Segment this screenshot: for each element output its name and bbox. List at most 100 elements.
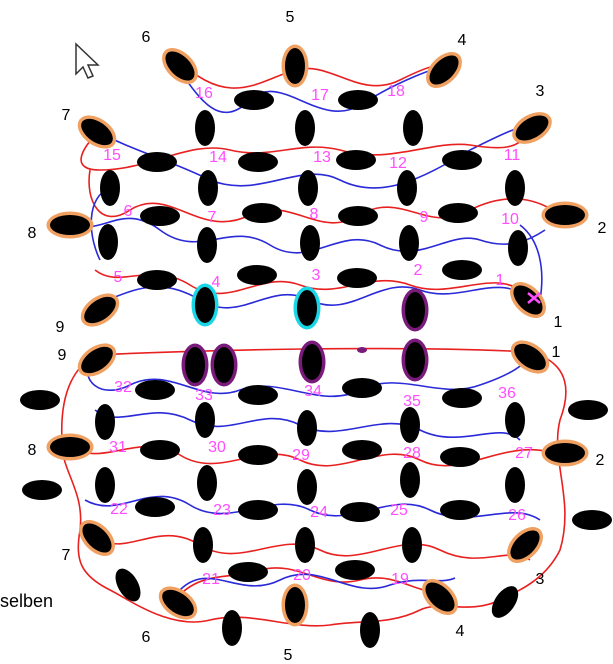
bead-horizontal [335,560,375,580]
bead-vertical-body [197,227,217,263]
bead-horizontal-body [140,206,180,226]
bead-horizontal-body [568,400,608,420]
bead-horizontal [228,562,268,582]
bead-edge-4 [422,579,458,615]
bead-edge-9-body [84,296,116,324]
pattern-number-label: 10 [501,211,519,228]
bead-edge-2 [541,201,589,229]
bead-vertical-body [505,170,525,206]
pattern-number-label: 16 [195,85,213,102]
bead-horizontal [338,90,378,110]
bead-horizontal [234,90,274,110]
bead-vertical-body [198,170,218,206]
bead-vertical [505,170,525,206]
bead-horizontal [238,385,278,405]
pattern-number-label: 22 [110,501,128,518]
bead-vertical [300,225,320,261]
bead-highlight-purple [210,343,238,387]
bead-edge-5 [281,583,309,627]
bead-vertical-body [95,404,115,440]
pattern-number-label: 1 [496,272,505,289]
bead-vertical [508,230,528,266]
edge-number-label: 9 [58,347,67,364]
bead-horizontal [237,265,277,285]
bead-edge-5-body [285,587,305,623]
bead-edge-2 [541,439,589,467]
bead-horizontal [140,440,180,460]
bead-horizontal-body [234,90,274,110]
edge-number-label: 7 [62,547,71,564]
bead-vertical-body [508,230,528,266]
bead-vertical [402,527,422,563]
bead-highlight-purple-body [214,347,234,383]
bead-vertical [297,410,317,446]
bead-vertical [197,227,217,263]
bead-horizontal-body [228,562,268,582]
bead-edge-5 [281,44,309,88]
bead-diagonal [360,612,380,648]
bead-horizontal-body [440,447,480,467]
bead-horizontal-body [336,150,376,170]
bead-horizontal-body [442,388,482,408]
edge-number-label: 9 [56,319,65,336]
bead-diagonal [491,586,519,618]
bead-edge-7 [79,520,115,556]
pattern-number-label: 9 [420,209,429,226]
bead-edge-1-body [514,343,546,371]
pattern-number-label: 17 [311,87,329,104]
bead-vertical [295,110,315,146]
thread-blue [177,59,461,114]
bead-horizontal-body [438,203,478,223]
bead-vertical [100,170,120,206]
bead-vertical [298,170,318,206]
bead-vertical-body [297,410,317,446]
bead-vertical [399,225,419,261]
bead-edge-6-body [165,51,195,81]
pattern-number-label: 8 [310,206,319,223]
bead-horizontal [442,388,482,408]
edge-number-label: 5 [284,647,293,664]
bead-highlight-cyan [191,283,219,327]
bead-highlight-purple-body [405,292,425,328]
bead-highlight-cyan-body [297,290,317,326]
bead-horizontal-body [572,510,612,530]
bead-horizontal [137,270,177,290]
bead-horizontal-body [242,203,282,223]
pattern-number-label: 19 [391,571,409,588]
bead-horizontal [238,445,278,465]
pattern-number-label: 11 [504,147,521,164]
bead-vertical-body [505,402,525,438]
bead-diagonal-body [222,610,242,646]
bead-horizontal-body [337,268,377,288]
bead-vertical [505,467,525,503]
pink-cross-mark [527,292,541,304]
edge-number-label: 8 [28,225,37,242]
arrow-cursor-icon [75,42,100,79]
bead-vertical-body [297,469,317,505]
bead-horizontal [338,206,378,226]
bead-vertical-body [300,225,320,261]
bead-horizontal-body [135,497,175,517]
bead-diagonal [115,568,141,602]
bead-vertical-body [402,527,422,563]
pattern-number-label: 34 [304,383,322,400]
bead-highlight-purple [181,343,209,387]
bead-vertical [397,170,417,206]
bead-horizontal-body [22,480,62,500]
bead-highlight-purple [401,288,429,332]
bead-horizontal-body [442,150,482,170]
bead-diagonal-body [360,612,380,648]
bead-edge-8 [46,211,94,239]
bead-vertical [197,465,217,501]
beads [20,44,612,648]
bead-vertical-body [295,110,315,146]
pattern-number-label: 18 [387,83,405,100]
bead-edge-7-body [82,523,112,553]
bead-vertical-body [399,225,419,261]
bead-horizontal-body [137,152,177,172]
bead-vertical-body [298,170,318,206]
pattern-number-label: 15 [103,147,121,164]
bead-horizontal-body [238,445,278,465]
thread-blue [86,354,531,398]
